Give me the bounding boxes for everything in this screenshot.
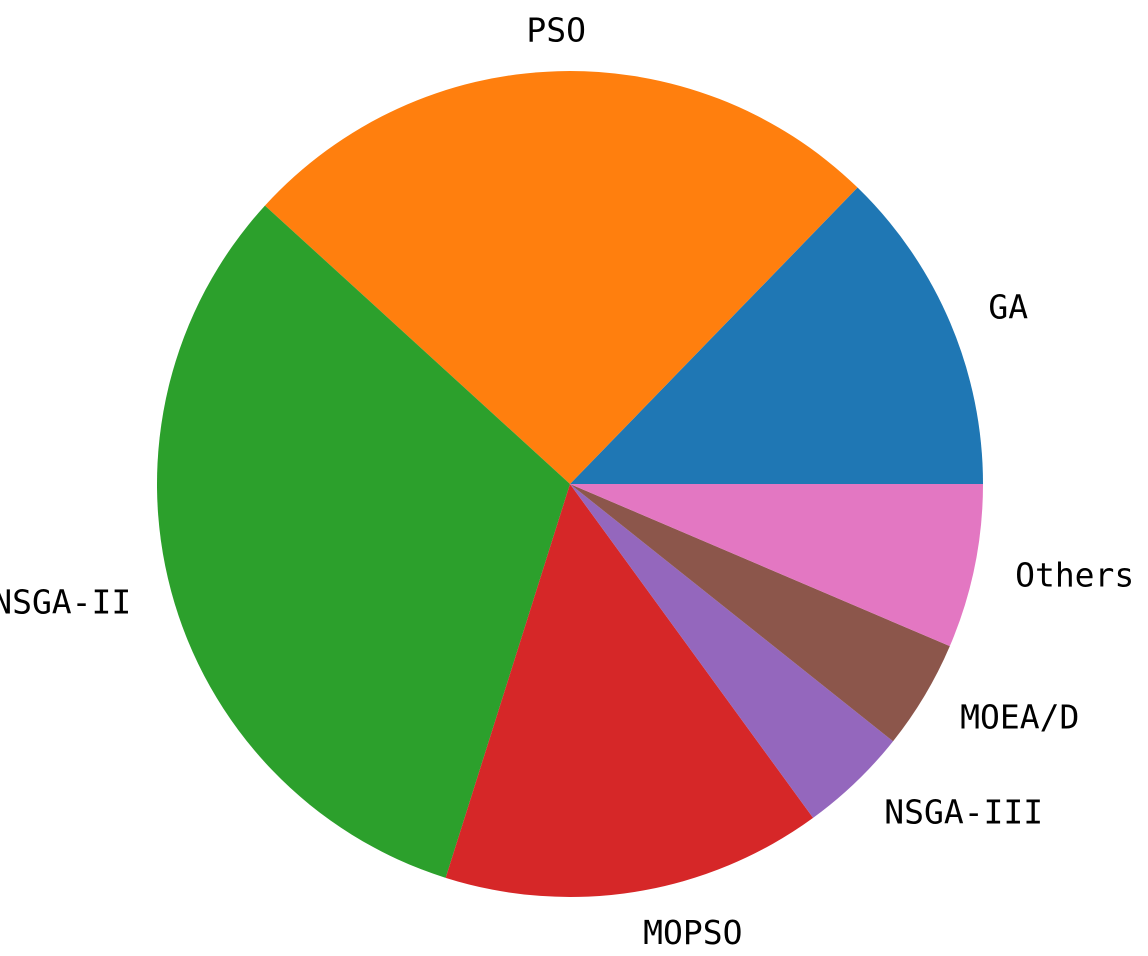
- pie-slice-others: [570, 484, 983, 647]
- pie-label-moea-d: MOEA/D: [960, 697, 1079, 736]
- pie-label-ga: GA: [988, 287, 1028, 326]
- pie-slice-moea-d: [570, 484, 950, 742]
- pie-label-nsga-iii: NSGA-III: [884, 793, 1043, 832]
- pie-label-mopso: MOPSO: [643, 913, 742, 952]
- pie-slice-nsga-ii: [156, 205, 570, 878]
- pie-slice-ga: [570, 187, 983, 484]
- pie-label-nsga-ii: NSGA-II: [0, 582, 131, 621]
- pie-slice-nsga-iii: [570, 484, 894, 818]
- pie-labels: GA PSO NSGA-II MOPSO NSGA-III MOEA/D Others: [0, 10, 1134, 951]
- pie-slice-mopso: [445, 484, 814, 898]
- pie-slices: [156, 71, 983, 898]
- pie-label-pso: PSO: [526, 10, 586, 49]
- pie-label-others: Others: [1015, 556, 1134, 595]
- pie-slice-pso: [264, 71, 858, 484]
